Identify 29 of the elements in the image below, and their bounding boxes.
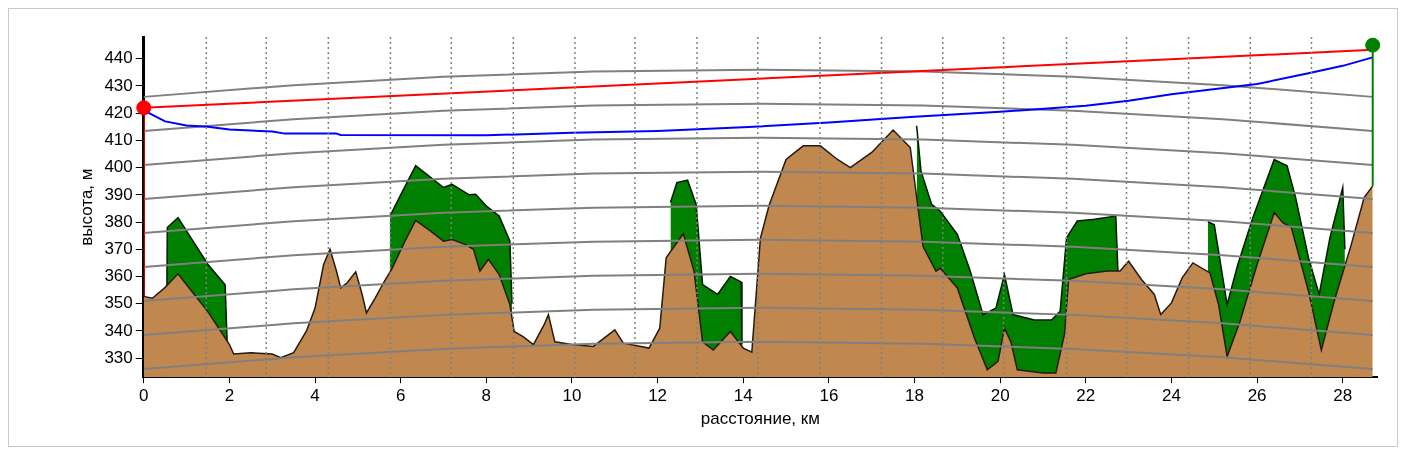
x-tick-label: 8 bbox=[481, 386, 492, 406]
x-tick-label: 10 bbox=[562, 386, 582, 406]
y-tick-label: 390 bbox=[104, 184, 133, 204]
y-tick-label: 360 bbox=[104, 266, 133, 286]
x-tick-label: 12 bbox=[648, 386, 668, 406]
y-axis-title: высота, м bbox=[76, 168, 96, 246]
y-tick-label: 380 bbox=[104, 211, 133, 231]
y-tick-label: 420 bbox=[104, 102, 133, 122]
x-tick-label: 20 bbox=[990, 386, 1010, 406]
x-tick-label: 4 bbox=[310, 386, 320, 406]
x-tick-label: 16 bbox=[819, 386, 839, 406]
y-tick-label: 340 bbox=[104, 320, 133, 340]
x-tick-label: 6 bbox=[395, 386, 406, 406]
y-tick-label: 410 bbox=[104, 130, 133, 150]
y-tick-label: 370 bbox=[104, 238, 133, 258]
x-tick-label: 0 bbox=[139, 386, 149, 406]
x-tick-label: 18 bbox=[905, 386, 924, 406]
x-tick-label: 2 bbox=[224, 386, 235, 406]
y-tick-label: 430 bbox=[104, 75, 133, 95]
x-tick-label: 14 bbox=[733, 386, 753, 406]
x-tick-label: 24 bbox=[1162, 386, 1181, 406]
x-axis-title: расстояние, км bbox=[700, 409, 820, 429]
y-tick-label: 440 bbox=[104, 48, 133, 68]
y-tick-label: 330 bbox=[104, 347, 133, 367]
y-tick-label: 350 bbox=[104, 293, 133, 313]
x-tick-label: 26 bbox=[1247, 386, 1267, 406]
y-tick-label: 400 bbox=[104, 157, 133, 177]
x-tick-label: 28 bbox=[1333, 386, 1353, 406]
x-tick-label: 22 bbox=[1076, 386, 1096, 406]
